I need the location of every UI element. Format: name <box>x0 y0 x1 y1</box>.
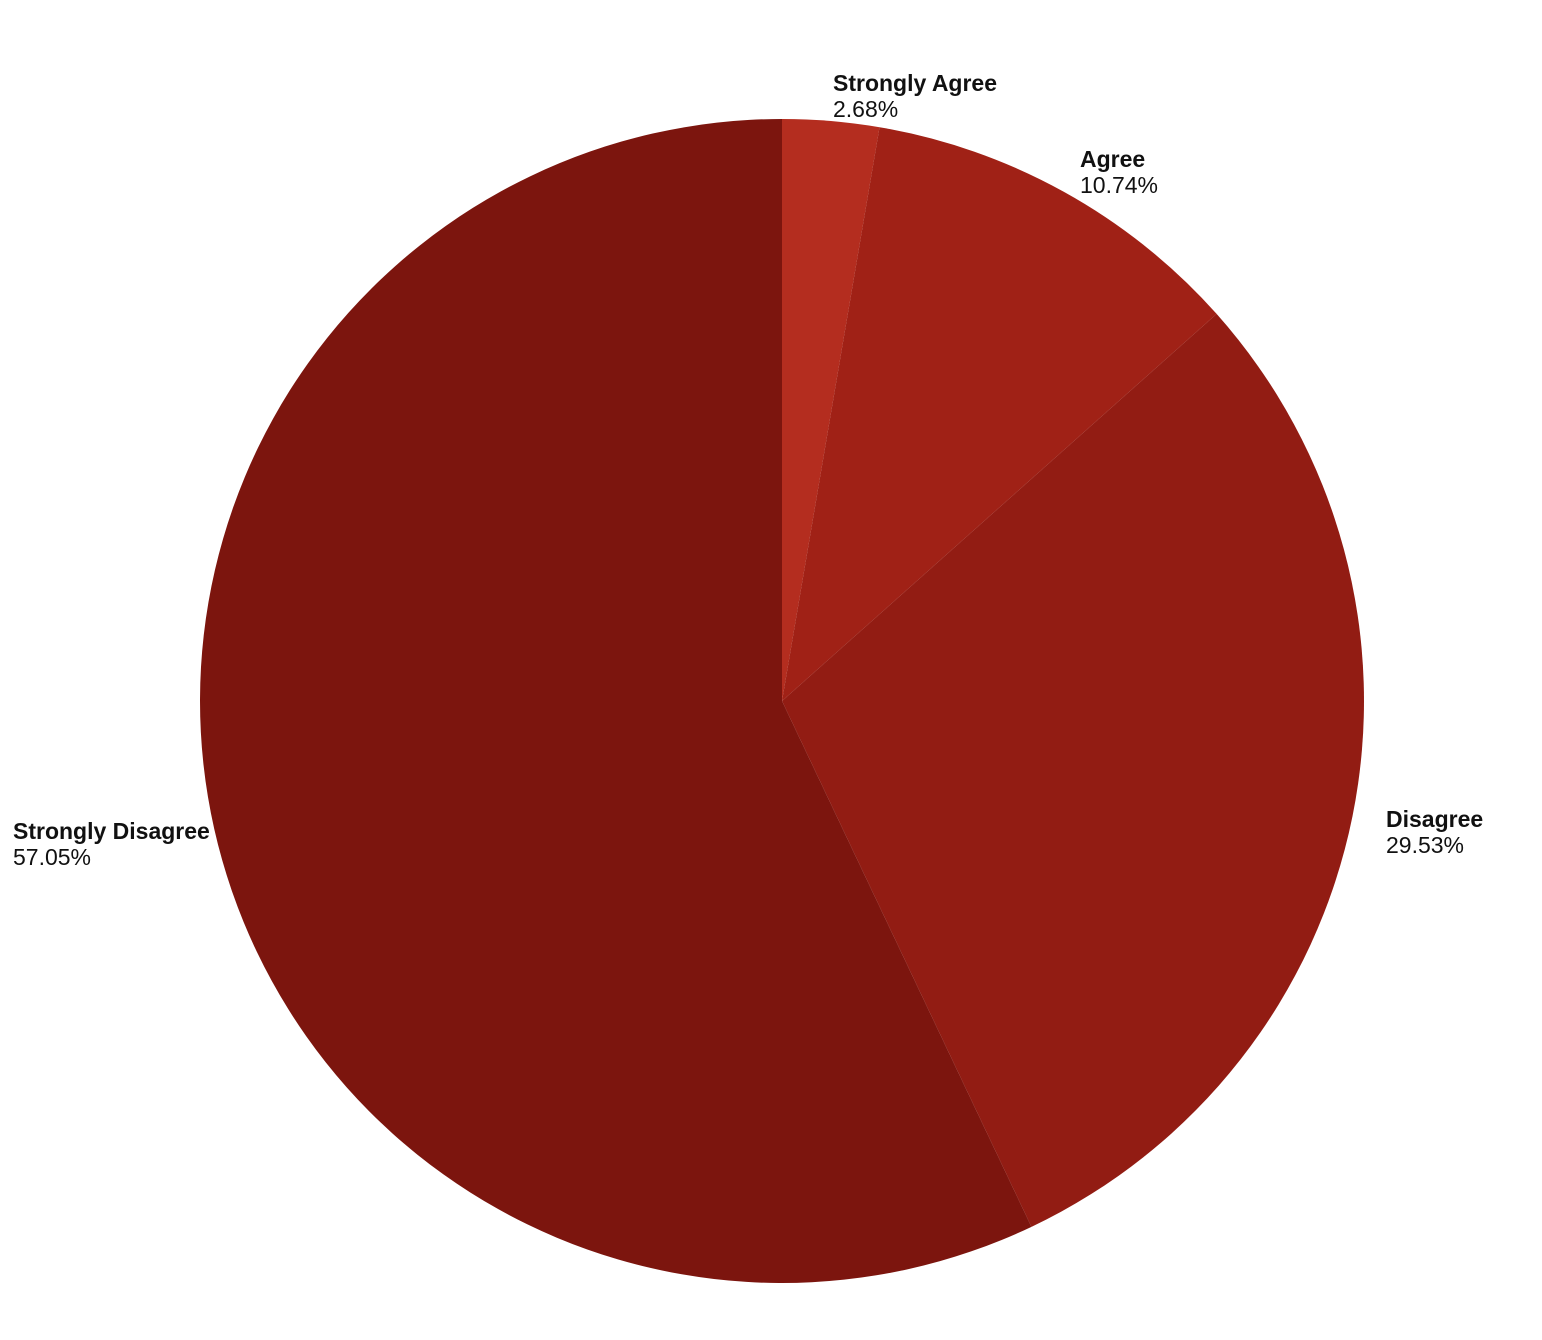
slice-percent: 57.05% <box>13 844 92 870</box>
slice-name: Disagree <box>1386 806 1484 832</box>
slice-label-strongly-disagree: Strongly Disagree 57.05% <box>13 818 210 870</box>
slice-name: Strongly Disagree <box>13 818 210 844</box>
slice-percent: 10.74% <box>1080 172 1159 198</box>
slice-name: Strongly Agree <box>833 70 998 96</box>
pie-slice-strongly-agree[interactable] <box>782 119 880 701</box>
slice-label-disagree: Disagree 29.53% <box>1386 806 1483 858</box>
slice-percent: 29.53% <box>1386 832 1465 858</box>
slice-percent: 2.68% <box>833 96 899 122</box>
pie-slice-strongly-disagree[interactable] <box>200 119 1032 1283</box>
pie-slice-agree[interactable] <box>782 127 1217 702</box>
pie-slice-disagree[interactable] <box>782 313 1364 1227</box>
slice-label-agree: Agree 10.74% <box>1080 146 1158 198</box>
slice-label-strongly-agree: Strongly Agree 2.68% <box>833 70 997 122</box>
slice-name: Agree <box>1080 146 1146 172</box>
